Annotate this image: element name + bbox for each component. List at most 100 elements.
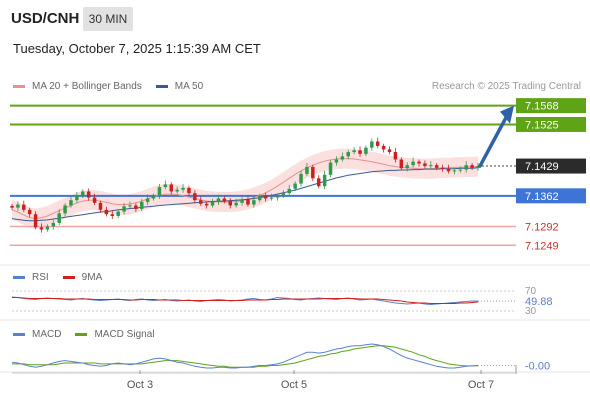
candle-body: [476, 166, 480, 168]
candle-body: [446, 168, 451, 172]
candle-body: [458, 169, 463, 171]
candle-body: [470, 165, 474, 168]
legend-item-macd: MACD: [13, 329, 61, 340]
candle-body: [352, 150, 356, 153]
candle-body: [228, 201, 233, 206]
candle-body: [311, 166, 315, 179]
candle-body: [86, 191, 91, 198]
legend-label-macd: MACD: [32, 329, 62, 340]
candle-body: [187, 187, 191, 194]
current-price-tag: 7.1429: [516, 158, 586, 174]
candle-body: [169, 184, 174, 192]
candle-body: [204, 203, 209, 206]
legend-swatch-macd: [13, 333, 25, 336]
legend-item-macd-signal: MACD Signal: [75, 329, 154, 340]
level-tag-7.1292: 7.1292: [525, 221, 559, 233]
candle-body: [98, 202, 103, 210]
legend-label-ma20: MA 20 + Bollinger Bands: [32, 81, 142, 92]
candle-body: [405, 165, 409, 169]
legend-item-ma20: MA 20 + Bollinger Bands: [13, 81, 142, 92]
candle-body: [116, 211, 120, 216]
candle-body: [181, 187, 185, 190]
level-tag-7.1249-text: 7.1249: [525, 240, 559, 252]
timeframe-badge[interactable]: 30 MIN: [83, 7, 133, 31]
legend-swatch-ma20: [13, 85, 25, 88]
candle-body: [157, 187, 162, 196]
legend-swatch-rsi: [13, 276, 25, 279]
candle-body: [199, 200, 203, 204]
rsi-legend: RSI 9MA: [13, 272, 116, 283]
current-price-tag-text: 7.1429: [525, 161, 559, 173]
level-tag-7.1249: 7.1249: [525, 240, 559, 252]
candle-body: [69, 200, 73, 206]
candle-body: [163, 184, 168, 188]
legend-item-ma50: MA 50: [155, 81, 204, 92]
legend-swatch-macd-signal: [75, 333, 88, 336]
arrow-head: [500, 105, 514, 124]
candle-body: [175, 189, 179, 192]
candle-body: [75, 195, 79, 201]
candle-body: [464, 165, 468, 170]
legend-label-rsi-ma: 9MA: [81, 272, 103, 283]
price-legend: MA 20 + Bollinger Bands MA 50: [13, 81, 217, 92]
candle-body: [10, 205, 14, 208]
current-price-tag-bg: [516, 158, 586, 174]
symbol-title: USD/CNH: [11, 10, 80, 27]
level-tag-7.1525-text: 7.1525: [525, 119, 559, 131]
candle-body: [110, 214, 115, 216]
candle-body: [252, 200, 256, 205]
candle-body: [370, 141, 374, 148]
price-levels: [10, 104, 516, 247]
candle-body: [346, 152, 350, 157]
candle-body: [246, 199, 250, 205]
x-tick-label: Oct 5: [281, 379, 307, 391]
level-tags: 7.1568 7.1525 7.1362 7.1292 7.1249 7.1429: [516, 98, 586, 252]
ma50-line: [11, 167, 479, 222]
candle-body: [128, 205, 132, 207]
rsi-current-value: 49.88: [525, 296, 553, 308]
candle-body: [140, 201, 144, 209]
candle-body: [299, 173, 303, 184]
candle-body: [134, 205, 138, 209]
candle-body: [122, 206, 126, 212]
candle-body: [269, 197, 274, 199]
legend-label-ma50: MA 50: [174, 81, 204, 92]
rsi-ref-label-70: 70: [525, 286, 537, 297]
candle-body: [39, 227, 44, 230]
x-tick-label: Oct 7: [468, 379, 494, 391]
candle-body: [57, 213, 61, 223]
candle-body: [210, 201, 215, 206]
level-tag-7.1362: 7.1362: [516, 188, 586, 204]
level-tag-7.1362-bg: [516, 188, 586, 204]
macd-signal-line: [12, 345, 479, 368]
legend-swatch-ma50: [155, 85, 168, 88]
candle-body: [281, 193, 286, 196]
legend-item-rsi-ma: 9MA: [62, 272, 103, 283]
legend-item-rsi: RSI: [13, 272, 49, 283]
candles: [10, 137, 480, 233]
candle-body: [45, 226, 50, 230]
candle-body: [16, 204, 20, 208]
macd-panel: -0.00: [11, 343, 550, 373]
candle-body: [104, 209, 109, 215]
rsi-ma-line: [12, 297, 479, 304]
candle-body: [216, 198, 221, 202]
candle-body: [293, 183, 297, 189]
candle-body: [334, 159, 339, 163]
rsi-ref-label-30: 30: [525, 306, 537, 317]
candle-body: [22, 204, 26, 210]
level-tag-7.1525: 7.1525: [516, 116, 586, 132]
candle-body: [358, 150, 362, 154]
legend-label-macd-signal: MACD Signal: [94, 329, 155, 340]
bollinger-bands: [12, 148, 478, 229]
candle-body: [92, 197, 97, 203]
candle-body: [429, 165, 433, 167]
arrow-shaft: [478, 115, 508, 168]
level-tag-7.1568-text: 7.1568: [525, 101, 559, 113]
macd-line: [11, 343, 479, 369]
candle-body: [193, 193, 197, 201]
level-tag-7.1292-text: 7.1292: [525, 221, 559, 233]
macd-current-value: -0.00: [525, 361, 550, 373]
